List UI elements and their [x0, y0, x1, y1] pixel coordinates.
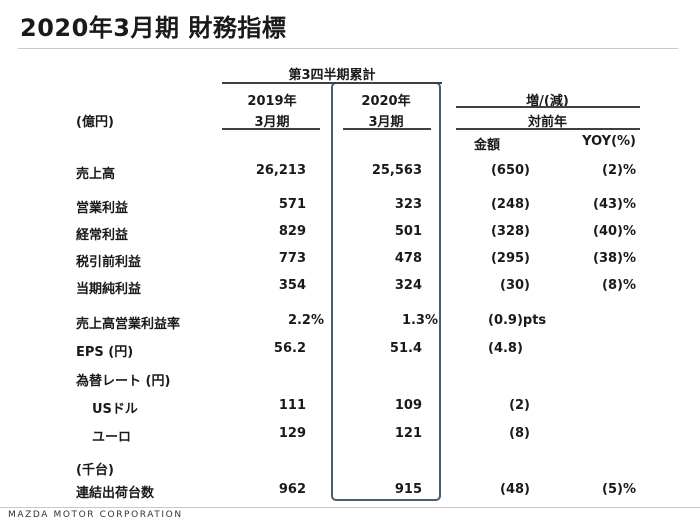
units-thousand-label: (千台) — [76, 463, 114, 478]
row-label: ユーロ — [92, 430, 132, 445]
cell-yoy: (40)% — [593, 224, 636, 239]
footer-divider — [0, 507, 700, 508]
row-label: USドル — [92, 402, 138, 417]
col-2019-header-line1: 2019年 — [247, 94, 297, 109]
cell-2019: 129 — [278, 426, 306, 441]
row-label: 売上高 — [76, 167, 116, 182]
cell-2019: 829 — [278, 224, 306, 239]
cell-amount: (8) — [509, 426, 530, 441]
fx-section-label: 為替レート (円) — [76, 374, 171, 389]
cell-yoy: (5)% — [602, 482, 636, 497]
cell-2020: 25,563 — [371, 163, 422, 178]
cell-yoy: (38)% — [593, 251, 636, 266]
row-label: 売上高営業利益率 — [76, 317, 181, 332]
cell-yoy: (2)% — [602, 163, 636, 178]
cell-2019: 354 — [278, 278, 306, 293]
cell-2019: 571 — [278, 197, 306, 212]
cell-2019: 111 — [278, 398, 306, 413]
cell-2020: 323 — [394, 197, 422, 212]
unit-label: (億円) — [76, 115, 114, 130]
period-group-rule — [222, 82, 442, 84]
cell-2019: 773 — [278, 251, 306, 266]
cell-2020: 109 — [394, 398, 422, 413]
col-2020-header-line1: 2020年 — [361, 94, 411, 109]
change-header-line1: 増/(減) — [526, 94, 569, 109]
cell-2020: 478 — [394, 251, 422, 266]
cell-2020: 501 — [394, 224, 422, 239]
cell-amount: (328) — [490, 224, 530, 239]
title-divider — [18, 48, 678, 49]
cell-2020: 51.4 — [389, 341, 422, 356]
cell-2019: 2.2% — [287, 313, 324, 328]
cell-amount: (650) — [490, 163, 530, 178]
row-label: 当期純利益 — [76, 282, 142, 297]
row-label: 営業利益 — [76, 201, 129, 216]
footer-company-name: MAZDA MOTOR CORPORATION — [8, 510, 183, 520]
cell-amount: (2) — [509, 398, 530, 413]
cell-amount: (248) — [490, 197, 530, 212]
cell-amount: (48) — [500, 482, 530, 497]
change-header-line2: 対前年 — [527, 115, 567, 130]
amount-header: 金額 — [473, 138, 500, 153]
cell-amount: (0.9)pts — [488, 313, 547, 328]
cell-2020: 1.3% — [401, 313, 438, 328]
change-rule-bottom — [456, 128, 640, 130]
cell-2020: 324 — [394, 278, 422, 293]
cell-yoy: (8)% — [602, 278, 636, 293]
cell-2020: 915 — [394, 482, 422, 497]
cell-amount: (4.8) — [488, 341, 523, 356]
row-label: 税引前利益 — [76, 255, 142, 270]
change-rule-top — [456, 106, 640, 108]
row-label: 連結出荷台数 — [76, 486, 155, 501]
cell-2019: 26,213 — [255, 163, 306, 178]
col-2020-rule — [343, 128, 431, 130]
cell-2019: 56.2 — [273, 341, 306, 356]
page-title: 2020年3月期 財務指標 — [20, 14, 287, 42]
yoy-header: YOY(%) — [582, 134, 636, 149]
cell-amount: (30) — [500, 278, 530, 293]
cell-amount: (295) — [490, 251, 530, 266]
row-label: EPS (円) — [76, 345, 134, 360]
cell-yoy: (43)% — [593, 197, 636, 212]
col-2019-header-line2: 3月期 — [254, 115, 290, 130]
cell-2019: 962 — [278, 482, 306, 497]
col-2019-rule — [222, 128, 320, 130]
row-label: 経常利益 — [76, 228, 129, 243]
period-group-header: 第3四半期累計 — [288, 68, 376, 83]
cell-2020: 121 — [394, 426, 422, 441]
col-2020-header-line2: 3月期 — [368, 115, 404, 130]
